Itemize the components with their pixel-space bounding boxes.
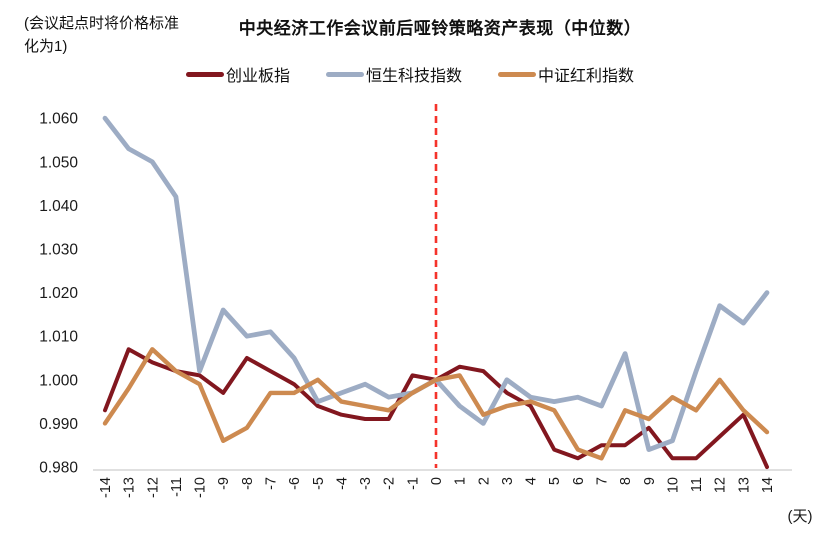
y-tick-label: 1.040 [39, 198, 78, 215]
x-tick-label: -1 [405, 477, 421, 490]
x-tick-label: 12 [713, 477, 729, 493]
x-tick-label: 3 [500, 477, 516, 485]
x-tick-label: -4 [334, 477, 350, 490]
y-tick-label: 1.010 [39, 329, 78, 346]
x-tick-label: -13 [122, 477, 138, 498]
legend: 创业板指 恒生科技指数 中证红利指数 [0, 62, 820, 86]
normalization-note: (会议起点时将价格标准化为1) [24, 15, 179, 56]
x-tick-label: 4 [524, 477, 540, 485]
x-tick-label: -9 [216, 477, 232, 490]
legend-swatch-hstech [325, 71, 364, 77]
x-tick-label: 14 [760, 477, 776, 493]
legend-item-chinext: 创业板指 [185, 62, 290, 86]
x-tick-label: -14 [98, 477, 114, 498]
x-tick-label: 8 [618, 477, 634, 485]
x-tick-label: -11 [169, 477, 185, 497]
x-tick-label: 9 [642, 477, 658, 485]
x-tick-label: -6 [287, 477, 303, 490]
legend-label-chinext: 创业板指 [225, 68, 290, 85]
legend-swatch-chinext [185, 71, 224, 77]
series-line-2 [102, 347, 770, 461]
x-tick-label: 2 [476, 477, 492, 485]
x-tick-label: -5 [311, 477, 327, 490]
y-tick-label: 1.060 [39, 111, 78, 128]
x-tick-label: -7 [264, 477, 280, 490]
x-tick-label: -8 [240, 477, 256, 490]
y-tick-label: 0.990 [39, 416, 78, 433]
x-tick-label: 7 [595, 477, 611, 485]
legend-item-dividend: 中证红利指数 [498, 62, 634, 86]
x-tick-label: 10 [665, 477, 681, 493]
x-tick-label: 6 [571, 477, 587, 485]
x-tick-label: 5 [547, 477, 563, 485]
legend-swatch-dividend [498, 71, 536, 77]
x-axis-unit-label: (天) [788, 508, 813, 525]
x-tick-label: -12 [145, 477, 161, 498]
y-tick-label: 1.030 [39, 242, 78, 259]
x-tick-label: 1 [453, 477, 469, 485]
y-tick-label: 1.050 [39, 154, 78, 171]
x-tick-label: -3 [358, 477, 374, 490]
legend-label-dividend: 中证红利指数 [538, 68, 635, 85]
y-tick-label: 0.980 [39, 460, 78, 477]
x-tick-label: 13 [736, 477, 752, 493]
x-tick-label: -10 [193, 477, 209, 498]
x-tick-label: -2 [382, 477, 398, 490]
x-tick-label: 11 [689, 477, 705, 492]
chart-title: 中央经济工作会议前后哑铃策略资产表现（中位数） [238, 19, 642, 38]
y-tick-label: 1.000 [39, 372, 78, 389]
x-tick-label: 0 [429, 477, 445, 485]
y-tick-label: 1.020 [39, 285, 78, 302]
legend-item-hstech: 恒生科技指数 [325, 62, 462, 86]
legend-label-hstech: 恒生科技指数 [365, 68, 462, 85]
